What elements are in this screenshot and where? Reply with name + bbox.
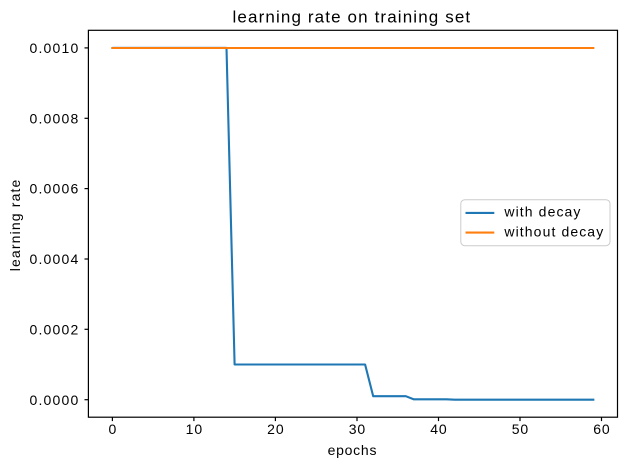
svg-text:0.0008: 0.0008 bbox=[29, 110, 79, 126]
svg-text:learning rate on training set: learning rate on training set bbox=[233, 7, 472, 26]
svg-text:50: 50 bbox=[512, 421, 529, 437]
svg-text:30: 30 bbox=[349, 421, 366, 437]
svg-text:0.0002: 0.0002 bbox=[29, 321, 79, 337]
svg-text:0.0006: 0.0006 bbox=[29, 181, 79, 197]
svg-text:0.0004: 0.0004 bbox=[29, 251, 79, 267]
svg-text:epochs: epochs bbox=[328, 442, 378, 458]
svg-text:60: 60 bbox=[593, 421, 610, 437]
svg-text:0.0000: 0.0000 bbox=[29, 392, 79, 408]
svg-text:10: 10 bbox=[186, 421, 203, 437]
svg-text:learning rate: learning rate bbox=[7, 179, 23, 272]
svg-text:20: 20 bbox=[267, 421, 284, 437]
svg-text:without decay: without decay bbox=[503, 223, 604, 239]
svg-text:with decay: with decay bbox=[503, 204, 581, 220]
svg-text:0.0010: 0.0010 bbox=[29, 40, 79, 56]
svg-text:40: 40 bbox=[430, 421, 447, 437]
svg-text:0: 0 bbox=[109, 421, 118, 437]
